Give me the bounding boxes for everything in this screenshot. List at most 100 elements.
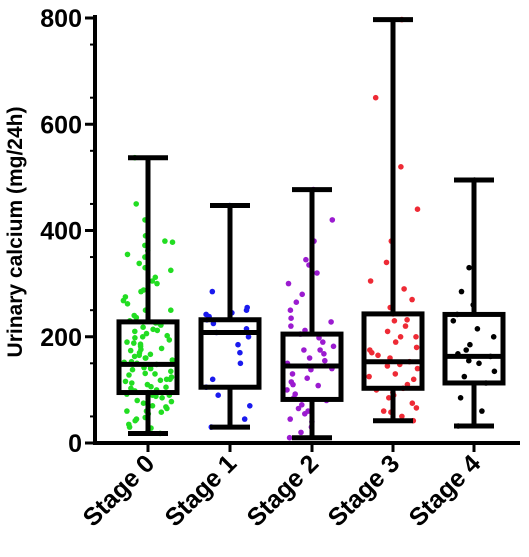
data-point [159,395,165,401]
data-point [137,341,144,348]
box-2 [280,187,344,441]
data-point [133,314,140,321]
data-point [147,351,154,358]
data-point [158,345,165,352]
data-point [450,318,457,324]
data-point [163,404,169,410]
data-point [463,347,470,353]
data-point [154,327,161,334]
data-point [124,408,130,414]
data-point [476,360,482,367]
data-point [397,334,404,340]
data-point [329,217,336,223]
data-point [409,400,416,407]
data-point [413,344,420,351]
box-0 [116,155,180,436]
data-point [166,337,173,343]
data-point [131,340,137,346]
data-point [288,323,294,329]
data-point [402,323,409,329]
x-category-label: Stage 4 [404,449,487,532]
data-point [409,296,415,303]
y-tick-label: 200 [40,324,82,352]
y-tick-label: 600 [40,111,82,139]
data-point [152,371,158,377]
data-point [247,403,253,409]
y-tick-label: 400 [40,218,82,246]
data-point [380,408,387,414]
data-point [414,206,421,212]
data-point [321,351,327,357]
data-point [136,260,142,267]
data-point [134,397,140,404]
data-point [466,357,472,364]
data-point [306,355,313,361]
data-point [298,429,304,436]
data-point [392,371,399,377]
data-point [129,366,136,373]
box-3 [361,17,425,424]
x-category-label: Stage 0 [78,449,161,532]
data-point [391,318,398,324]
data-point [144,381,151,388]
data-point [404,317,410,323]
data-point [143,330,150,337]
data-point [168,374,175,380]
data-point [147,365,154,372]
data-point [410,376,417,383]
data-point [392,339,399,345]
data-point [287,416,294,422]
data-point [152,274,159,281]
data-point [398,164,404,170]
data-point [295,405,302,412]
data-point [304,375,311,382]
data-point [244,304,250,311]
data-point [169,357,176,363]
data-point [122,378,129,385]
data-point [330,343,337,350]
data-point [127,347,134,354]
boxes-layer [116,17,506,441]
data-point [293,299,300,306]
data-point [366,373,372,380]
x-category-label: Stage 3 [323,449,406,532]
data-point [132,328,138,335]
data-point [168,398,175,405]
data-point [163,384,169,391]
data-point [168,267,174,274]
data-point [237,349,243,356]
iqr-box [198,317,262,390]
data-point [386,395,392,401]
data-point [289,371,296,377]
data-point [164,332,170,339]
data-point [413,405,420,411]
data-point [299,402,305,408]
data-point [315,382,322,389]
data-point [241,416,248,422]
data-point [467,341,473,348]
iqr-box [116,319,180,396]
data-point [328,319,334,325]
data-point [133,201,139,207]
data-point [235,341,241,348]
data-point [209,288,216,295]
data-point [162,238,168,244]
data-point [322,357,328,364]
data-point [133,416,140,422]
data-point [237,360,244,367]
data-point [367,347,373,353]
data-point [285,280,292,287]
data-point [383,259,390,266]
data-point [138,288,144,295]
iqr-box [442,311,506,386]
data-point [126,372,132,378]
data-point [140,400,147,407]
data-point [128,385,134,392]
x-category-label: Stage 1 [160,449,243,532]
x-category-label: Stage 2 [242,449,325,532]
data-point [149,403,156,409]
data-point [129,380,135,386]
y-tick-label: 800 [40,5,82,33]
box-1 [198,203,262,430]
